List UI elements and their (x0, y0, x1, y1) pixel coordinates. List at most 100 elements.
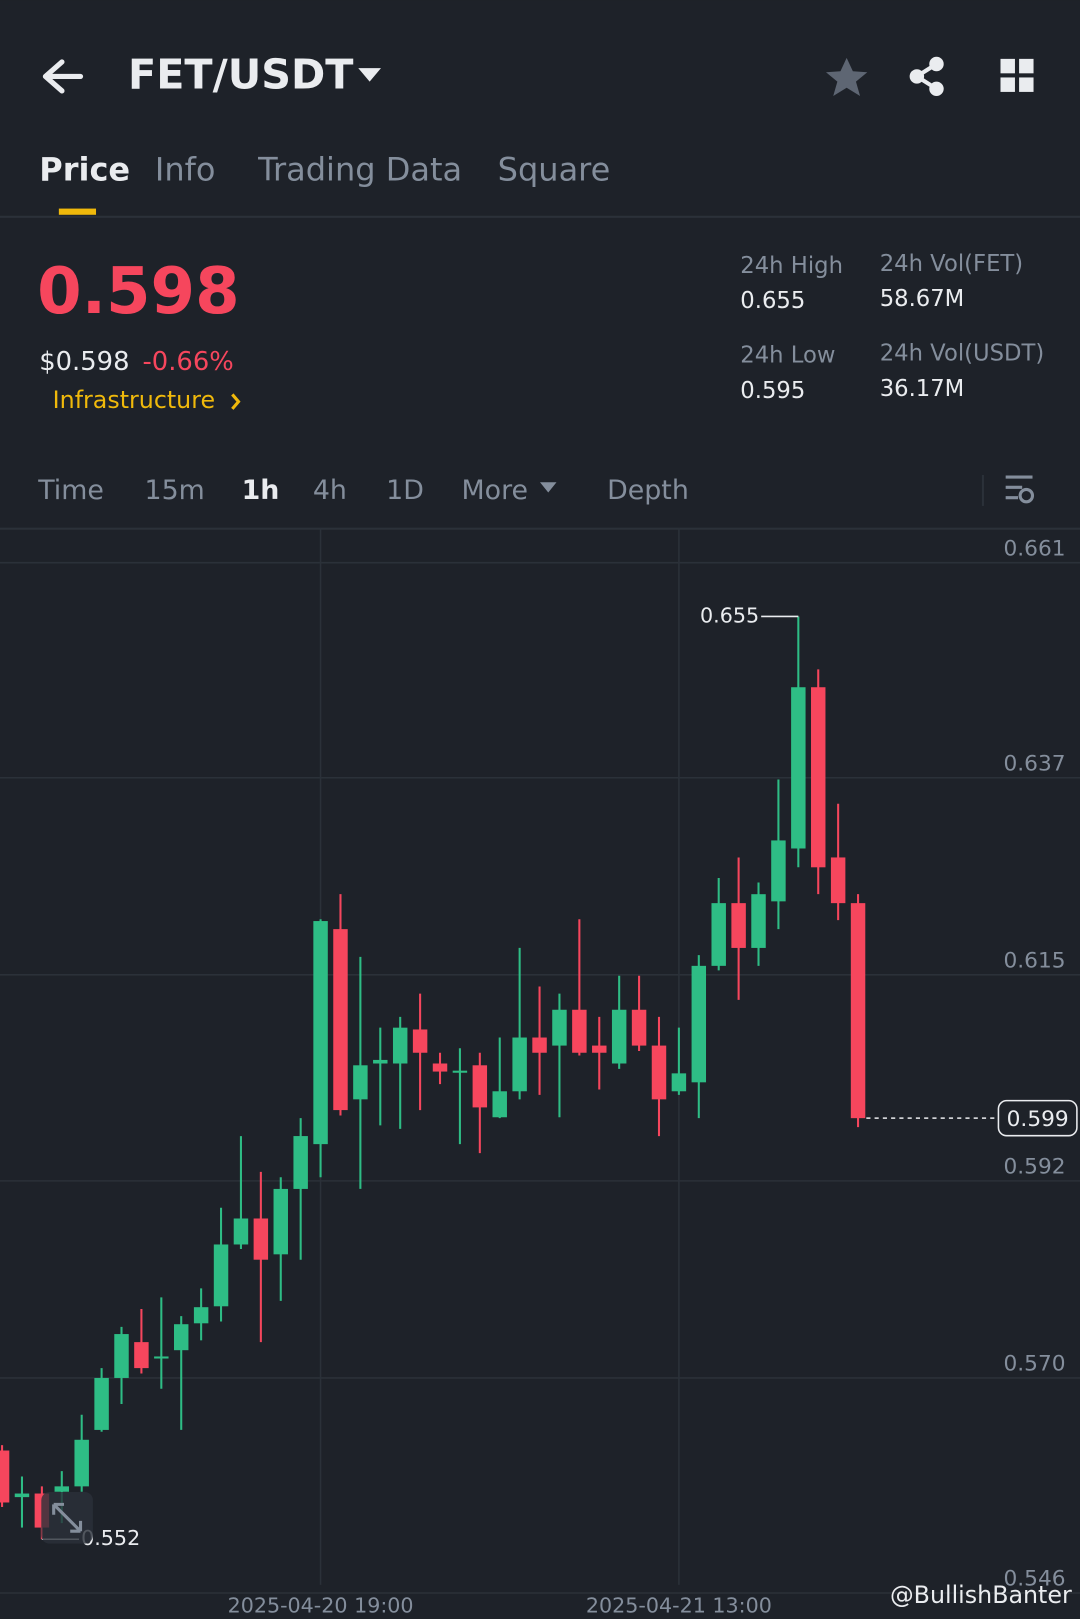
grid-cell (1019, 58, 1034, 74)
watermark: @BullishBanter (890, 1581, 1072, 1609)
candle-body (711, 903, 726, 966)
candle-body (293, 1136, 308, 1189)
grid-cell (1000, 58, 1015, 74)
sector-tag[interactable]: Infrastructure (53, 386, 215, 414)
candle-body (751, 894, 766, 948)
tab[interactable]: Trading Data (257, 150, 462, 188)
candle-body (74, 1439, 89, 1487)
candle-body (333, 929, 348, 1111)
candlestick-chart: 0.661 0.637 0.615 0.592 0.570 0.546 2025-04-20… (0, 528, 1080, 1618)
interval[interactable]: 4h (313, 475, 347, 506)
stat-label: 24h High (740, 253, 843, 279)
candle-body (253, 1218, 269, 1260)
stat-value: 36.17M (880, 376, 965, 402)
grid-cell (1000, 77, 1015, 92)
pair-title[interactable]: FET/USDT (128, 50, 353, 98)
candle-body (651, 1045, 667, 1100)
stat-label: 24h Vol(FET) (880, 251, 1023, 277)
candle-body (512, 1037, 527, 1092)
last-price-box (997, 1099, 1078, 1137)
expand-button[interactable] (41, 1491, 93, 1544)
candle-body (14, 1493, 30, 1498)
grid-cell (1019, 77, 1034, 92)
stat-value: 58.67M (880, 286, 965, 312)
candle-body (552, 1009, 567, 1046)
price-change: -0.66% (142, 347, 233, 377)
candle-body (452, 1070, 468, 1073)
interval[interactable]: 15m (145, 475, 205, 506)
x-tick-label: 2025-04-21 13:00 (586, 1594, 772, 1618)
candle-body (273, 1188, 288, 1255)
high-marker-label: 0.655 (700, 603, 759, 627)
candle-body (532, 1037, 547, 1053)
tab[interactable]: Price (39, 150, 130, 188)
grid-menu-icon[interactable] (1000, 58, 1034, 92)
y-tick-label: 0.615 (1003, 948, 1065, 973)
back-arrow (42, 59, 84, 94)
candle-body (154, 1356, 169, 1359)
more-caret (540, 482, 557, 493)
last-price-label: 0.599 (1007, 1107, 1069, 1132)
candle-body (134, 1342, 149, 1369)
candle-body (691, 965, 707, 1083)
candle-body (173, 1324, 189, 1351)
candle-body (0, 1450, 10, 1503)
candle-body (830, 857, 846, 904)
candle-body (432, 1063, 448, 1072)
share-lines (912, 62, 938, 91)
candle-body (114, 1334, 129, 1378)
candle-body (572, 1009, 587, 1053)
candle-body (412, 1029, 428, 1053)
tab[interactable]: Square (498, 150, 611, 188)
interval[interactable]: More (462, 475, 529, 506)
back-button[interactable] (42, 59, 84, 94)
candle-body (850, 903, 866, 1119)
candle-body (492, 1091, 507, 1118)
candle-body (791, 687, 806, 849)
chart-settings-icon[interactable] (1005, 475, 1035, 504)
candle-body (313, 921, 328, 1145)
interval[interactable]: Time (37, 475, 104, 506)
tab-indicator (58, 208, 97, 215)
candle-body (94, 1377, 109, 1430)
candle-body (731, 903, 746, 948)
interval[interactable]: Depth (607, 475, 689, 506)
last-price: 0.598 (37, 255, 239, 329)
settings-gear (1018, 487, 1035, 504)
y-tick-label: 0.592 (1003, 1154, 1065, 1179)
sector-chevron (231, 393, 241, 410)
stat-label: 24h Low (740, 343, 835, 369)
candle-body (631, 1009, 647, 1046)
usd-price: $0.598 (39, 347, 129, 377)
interval-active[interactable]: 1h (242, 475, 280, 506)
candle-body (592, 1045, 607, 1053)
low-marker-label: 0.552 (81, 1526, 140, 1550)
candle-body (811, 687, 826, 868)
settings-lines (1005, 475, 1033, 500)
share-icon[interactable] (909, 56, 944, 97)
favorite-icon[interactable] (826, 57, 868, 97)
stat-label: 24h Vol(USDT) (880, 341, 1045, 367)
candle-body (611, 1009, 627, 1064)
candle-body (193, 1307, 209, 1324)
candle-body (213, 1244, 229, 1307)
candle-body (771, 840, 786, 902)
candle-body (373, 1059, 388, 1064)
y-tick-label: 0.570 (1003, 1352, 1065, 1377)
candle-body (54, 1486, 70, 1492)
candle-body (671, 1073, 687, 1092)
pair-dropdown[interactable] (358, 68, 381, 82)
stat-value: 0.595 (740, 378, 805, 404)
candle-body (472, 1065, 488, 1108)
candle-body (233, 1218, 249, 1245)
expand-arrows (52, 1502, 83, 1533)
candle-body (353, 1065, 368, 1100)
candle-body (392, 1027, 408, 1064)
interval[interactable]: 1D (386, 475, 424, 506)
x-tick-label: 2025-04-20 19:00 (228, 1594, 414, 1618)
tab[interactable]: Info (155, 150, 216, 188)
y-tick-label: 0.661 (1003, 536, 1065, 561)
y-tick-label: 0.546 (1003, 1567, 1065, 1592)
stat-value: 0.655 (740, 288, 805, 314)
